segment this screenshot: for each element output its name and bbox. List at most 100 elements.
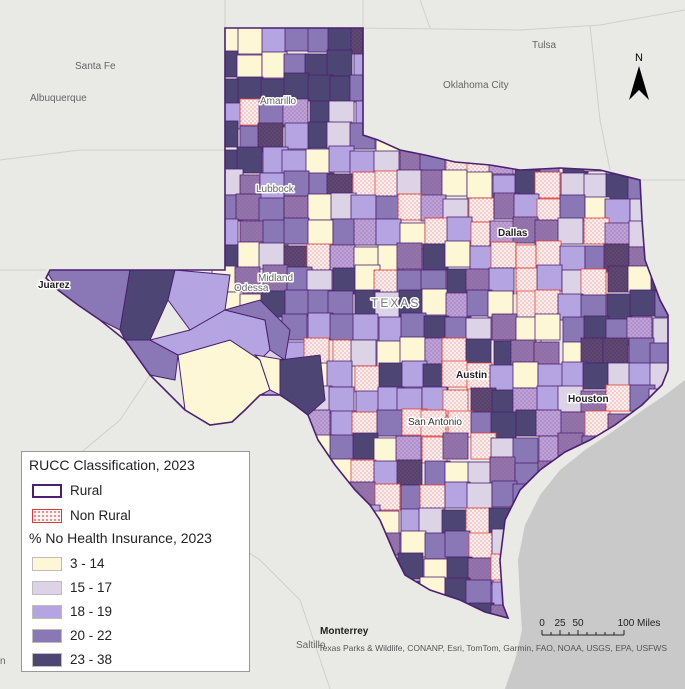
state-label-texas: TEXAS [371, 296, 420, 310]
county-polygon [442, 338, 467, 364]
county-polygon [489, 364, 516, 392]
county-polygon [513, 193, 540, 221]
city-label-houston: Houston [568, 394, 609, 405]
legend-label-class-3: 18 - 19 [70, 604, 113, 619]
county-polygon [328, 386, 355, 414]
county-polygon [307, 219, 334, 247]
legend-item-class-1: 3 - 14 [32, 555, 105, 572]
county-polygon [512, 361, 539, 389]
city-label-oklahoma-city: Oklahoma City [443, 80, 509, 91]
west-texas-counties [46, 269, 326, 426]
county-polygon [444, 481, 471, 509]
legend-item-class-3: 18 - 19 [32, 603, 112, 620]
county-polygon [307, 74, 334, 102]
county-polygon [326, 121, 353, 149]
county-polygon [441, 169, 468, 197]
county-polygon [375, 195, 402, 223]
legend-swatch-class-4 [32, 628, 62, 643]
city-label-santa-fe: Santa Fe [75, 61, 116, 72]
county-polygon [396, 169, 423, 197]
county-polygon [534, 313, 561, 341]
county-polygon [352, 313, 379, 341]
county-polygon [605, 173, 632, 201]
city-label-tulsa: Tulsa [532, 40, 557, 51]
county-polygon [355, 366, 380, 392]
legend: RUCC Classification, 2023 Rural Non Rura… [21, 451, 250, 672]
city-label-albuquerque: Albuquerque [30, 93, 87, 104]
county-polygon [326, 49, 353, 77]
county-polygon [425, 218, 450, 244]
city-label-juarez: Juarez [38, 280, 70, 291]
city-label-saltillo: Saltillo [296, 640, 326, 651]
county-polygon [557, 217, 584, 245]
county-polygon [305, 148, 332, 176]
legend-item-class-4: 20 - 22 [32, 627, 112, 644]
county-polygon [535, 290, 560, 316]
county-polygon [283, 217, 310, 245]
county-polygon [491, 242, 516, 268]
legend-label-class-1: 3 - 14 [70, 556, 105, 571]
legend-title-rucc: RUCC Classification, 2023 [29, 457, 195, 473]
county-polygon [536, 241, 561, 267]
city-label-san-antonio: San Antonio [408, 417, 462, 428]
legend-label-class-2: 15 - 17 [70, 580, 113, 595]
county-polygon [422, 243, 449, 271]
county-polygon [536, 410, 561, 436]
county-polygon [237, 28, 264, 55]
county-polygon [421, 288, 448, 316]
county-polygon [446, 216, 473, 244]
county-polygon [487, 290, 514, 318]
county-polygon [606, 385, 631, 411]
county-polygon [397, 460, 422, 486]
county-polygon [444, 530, 471, 558]
county-polygon [557, 385, 584, 413]
city-label-partial: n [0, 656, 6, 667]
county-polygon [442, 361, 467, 387]
county-polygon [284, 28, 311, 52]
county-polygon [492, 314, 517, 340]
map-attribution: Texas Parks & Wildlife, CONANP, Esri, To… [318, 643, 667, 653]
county-polygon [350, 194, 377, 222]
legend-title-insurance: % No Health Insurance, 2023 [29, 530, 212, 546]
county-polygon [443, 433, 468, 459]
county-polygon [603, 338, 628, 364]
county-polygon [354, 219, 379, 245]
county-polygon [581, 269, 606, 295]
county-polygon [606, 293, 633, 321]
county-polygon [374, 291, 401, 319]
county-polygon [330, 245, 355, 271]
legend-label-rural: Rural [70, 483, 103, 498]
scale-tick-0: 0 [539, 618, 545, 629]
county-polygon [465, 579, 492, 607]
county-polygon [283, 72, 310, 100]
county-polygon [327, 28, 354, 52]
legend-label-class-4: 20 - 22 [70, 628, 113, 643]
legend-item-rural: Rural [32, 482, 102, 499]
county-polygon [373, 460, 400, 488]
legend-swatch-class-3 [32, 604, 62, 619]
scale-tick-100: 100 Miles [618, 618, 661, 629]
county-polygon [307, 312, 334, 340]
county-polygon [557, 293, 584, 321]
county-polygon [490, 457, 515, 483]
legend-item-class-2: 15 - 17 [32, 579, 112, 596]
county-polygon [261, 28, 288, 54]
scale-tick-25: 25 [554, 618, 566, 629]
county-polygon [326, 360, 353, 388]
county-polygon [307, 244, 332, 270]
county-polygon [466, 508, 491, 534]
county-polygon [236, 194, 261, 220]
county-polygon [469, 198, 494, 224]
county-polygon [536, 264, 563, 292]
legend-swatch-non-rural [32, 508, 62, 523]
county-polygon [284, 122, 311, 150]
county-polygon [467, 363, 492, 389]
city-label-amarillo: Amarillo [260, 96, 297, 107]
county-polygon [263, 265, 288, 291]
county-polygon [375, 171, 400, 197]
county-polygon [399, 336, 426, 364]
gulf-of-mexico-water [505, 380, 685, 689]
county-polygon [261, 51, 288, 79]
county-polygon [235, 267, 260, 293]
